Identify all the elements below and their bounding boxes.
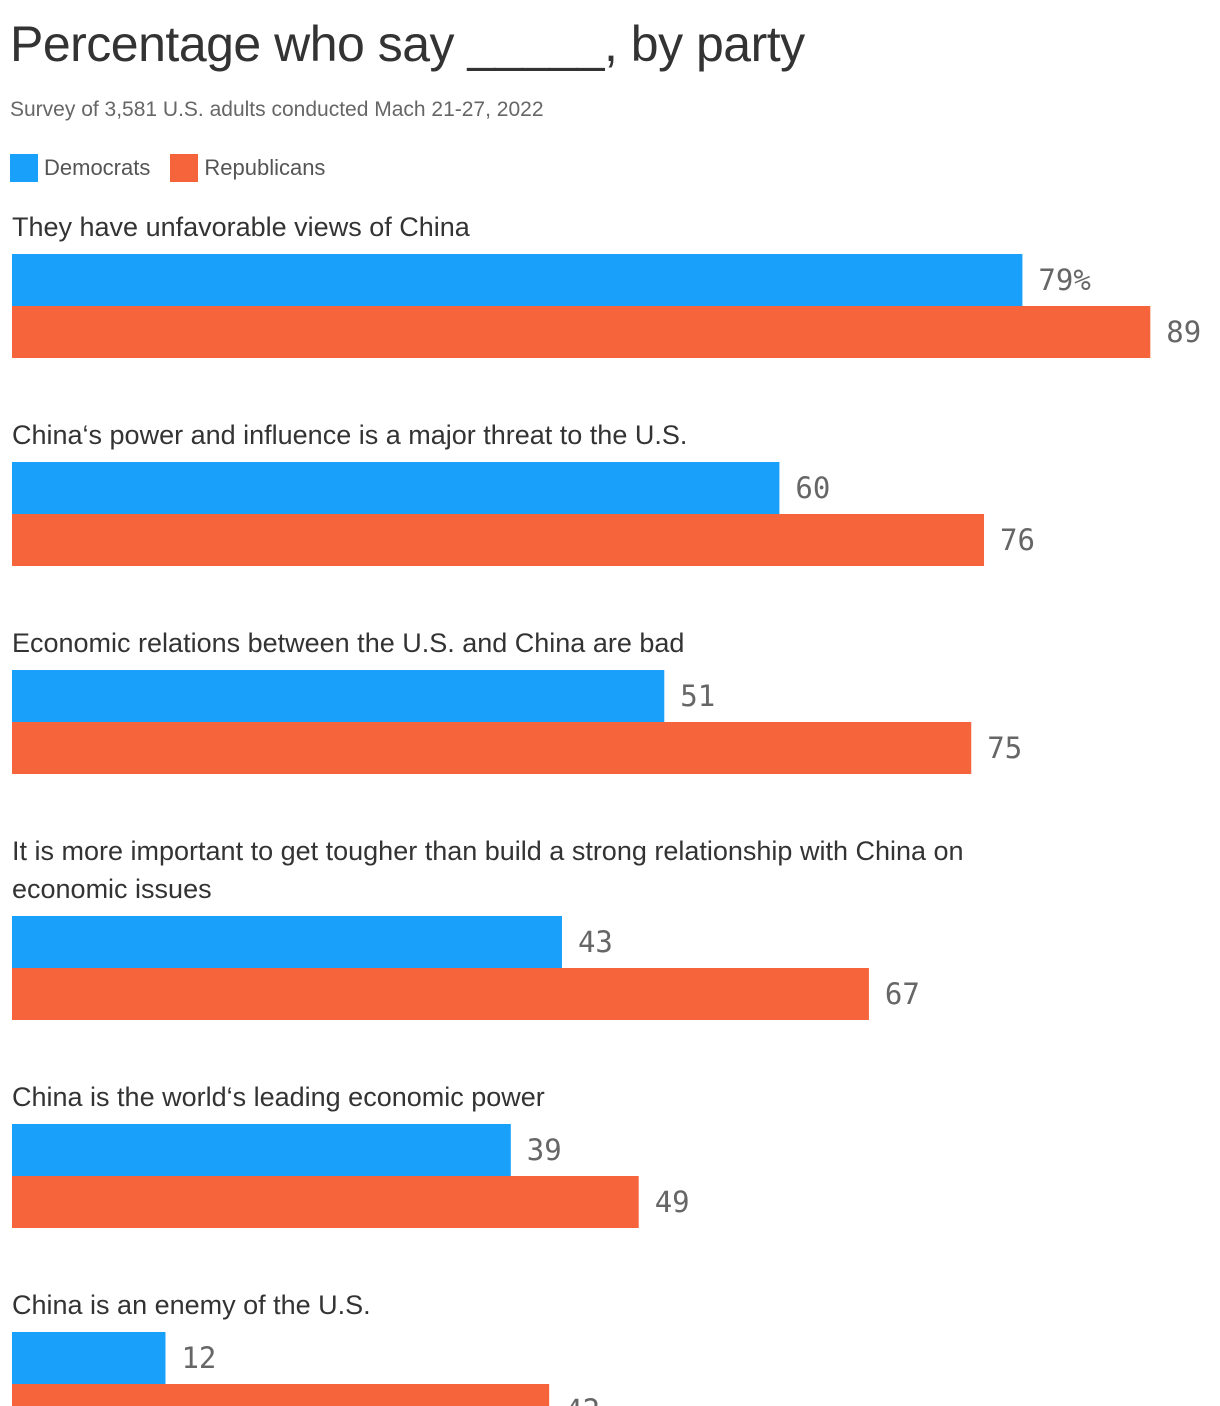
- value-label: 43: [578, 925, 613, 959]
- value-label: 12: [181, 1341, 216, 1375]
- category-label: China‘s power and influence is a major t…: [12, 420, 687, 450]
- bar-republicans: [12, 722, 972, 774]
- bar-republicans: [12, 1176, 639, 1228]
- legend-item-democrats: Democrats: [10, 154, 150, 182]
- value-label: 49: [655, 1185, 690, 1219]
- bar-democrats: [12, 254, 1023, 306]
- value-label: 60: [795, 471, 830, 505]
- category-label: China is an enemy of the U.S.: [12, 1290, 371, 1320]
- chart-subtitle: Survey of 3,581 U.S. adults conducted Ma…: [10, 98, 544, 121]
- category-label: economic issues: [12, 874, 212, 904]
- bar-democrats: [12, 670, 665, 722]
- chart-title: Percentage who say _____, by party: [10, 16, 805, 72]
- category-label: It is more important to get tougher than…: [12, 836, 964, 866]
- bar-democrats: [12, 916, 562, 968]
- value-label: 67: [885, 977, 920, 1011]
- bar-republicans: [12, 968, 869, 1020]
- value-label: 42: [565, 1393, 600, 1406]
- bar-republicans: [12, 306, 1151, 358]
- legend-item-republicans: Republicans: [170, 154, 325, 182]
- legend-swatch-republicans: [170, 154, 199, 182]
- value-label: 76: [1000, 523, 1035, 557]
- category-label: China is the world‘s leading economic po…: [12, 1082, 545, 1112]
- bar-republicans: [12, 514, 985, 566]
- category-label: Economic relations between the U.S. and …: [12, 628, 684, 658]
- legend-label-republicans: Republicans: [204, 155, 326, 180]
- bar-democrats: [12, 1332, 166, 1384]
- value-label: 89: [1166, 315, 1201, 349]
- legend: Democrats Republicans: [10, 153, 345, 183]
- value-label: 51: [680, 679, 715, 713]
- value-label: 79%: [1038, 263, 1090, 297]
- legend-swatch-democrats: [10, 154, 38, 182]
- value-label: 75: [987, 731, 1022, 765]
- category-label: They have unfavorable views of China: [12, 212, 471, 242]
- value-label: 39: [527, 1133, 562, 1167]
- bar-democrats: [12, 1124, 511, 1176]
- legend-label-democrats: Democrats: [44, 155, 151, 180]
- bar-democrats: [12, 462, 780, 514]
- bar-republicans: [12, 1384, 550, 1406]
